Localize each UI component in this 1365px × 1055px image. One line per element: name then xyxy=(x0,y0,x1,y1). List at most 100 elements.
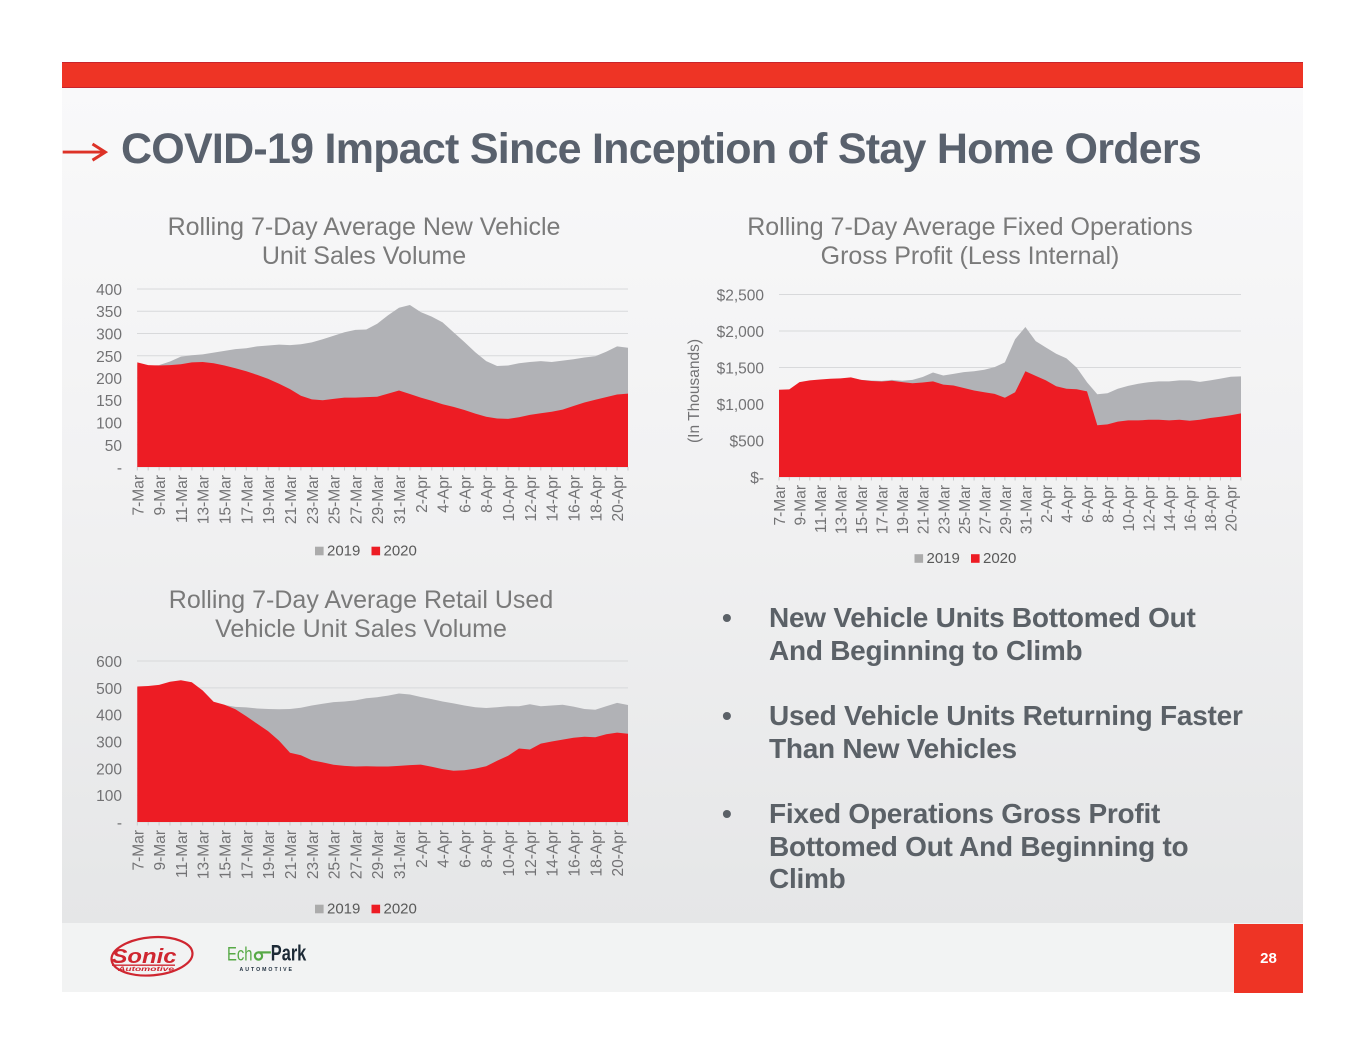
svg-text:-: - xyxy=(117,815,122,832)
svg-text:23-Mar: 23-Mar xyxy=(305,830,322,879)
svg-text:17-Mar: 17-Mar xyxy=(239,830,256,879)
svg-text:18-Apr: 18-Apr xyxy=(1203,485,1220,532)
svg-text:20-Apr: 20-Apr xyxy=(610,475,627,522)
svg-text:6-Apr: 6-Apr xyxy=(457,475,474,513)
svg-text:31-Mar: 31-Mar xyxy=(1018,485,1035,534)
svg-text:300: 300 xyxy=(96,327,122,344)
svg-text:19-Mar: 19-Mar xyxy=(261,475,278,524)
svg-text:13-Mar: 13-Mar xyxy=(196,830,213,879)
svg-text:19-Mar: 19-Mar xyxy=(261,830,278,879)
svg-text:10-Apr: 10-Apr xyxy=(501,830,518,877)
svg-text:8-Apr: 8-Apr xyxy=(479,830,496,868)
svg-text:Rolling 7-Day Average New Vehi: Rolling 7-Day Average New Vehicle xyxy=(168,213,561,241)
svg-text:300: 300 xyxy=(96,735,122,752)
svg-text:29-Mar: 29-Mar xyxy=(370,475,387,524)
svg-text:200: 200 xyxy=(96,371,122,388)
svg-text:21-Mar: 21-Mar xyxy=(283,475,300,524)
svg-text:250: 250 xyxy=(96,349,122,366)
svg-text:2-Apr: 2-Apr xyxy=(414,475,431,513)
svg-text:150: 150 xyxy=(96,393,122,410)
svg-text:17-Mar: 17-Mar xyxy=(239,475,256,524)
svg-text:2019: 2019 xyxy=(927,550,960,567)
svg-text:18-Apr: 18-Apr xyxy=(588,830,605,877)
svg-text:Sonic: Sonic xyxy=(112,946,177,968)
svg-text:Ech: Ech xyxy=(227,944,253,965)
svg-text:27-Mar: 27-Mar xyxy=(977,485,994,534)
svg-text:100: 100 xyxy=(96,788,122,805)
svg-text:400: 400 xyxy=(96,282,122,299)
svg-text:25-Mar: 25-Mar xyxy=(327,830,344,879)
svg-text:10-Apr: 10-Apr xyxy=(501,475,518,522)
svg-text:14-Apr: 14-Apr xyxy=(545,830,562,877)
svg-text:14-Apr: 14-Apr xyxy=(545,475,562,522)
svg-text:8-Apr: 8-Apr xyxy=(1101,485,1118,523)
svg-text:Automotive: Automotive xyxy=(116,966,175,973)
svg-text:$1,000: $1,000 xyxy=(717,397,765,414)
svg-text:$1,500: $1,500 xyxy=(717,361,765,378)
svg-text:$-: $- xyxy=(750,470,764,487)
svg-text:2-Apr: 2-Apr xyxy=(414,830,431,868)
svg-text:16-Apr: 16-Apr xyxy=(567,830,584,877)
svg-text:14-Apr: 14-Apr xyxy=(1162,485,1179,532)
svg-text:6-Apr: 6-Apr xyxy=(1080,485,1097,523)
svg-text:16-Apr: 16-Apr xyxy=(1183,485,1200,532)
svg-text:31-Mar: 31-Mar xyxy=(392,475,409,524)
svg-text:15-Mar: 15-Mar xyxy=(218,830,235,879)
svg-text:400: 400 xyxy=(96,708,122,725)
svg-text:12-Apr: 12-Apr xyxy=(523,475,540,522)
svg-text:-: - xyxy=(117,460,122,477)
svg-text:Park: Park xyxy=(271,940,307,965)
svg-text:12-Apr: 12-Apr xyxy=(1142,485,1159,532)
svg-text:23-Mar: 23-Mar xyxy=(936,485,953,534)
svg-text:13-Mar: 13-Mar xyxy=(196,475,213,524)
svg-text:2020: 2020 xyxy=(384,543,417,560)
svg-text:29-Mar: 29-Mar xyxy=(370,830,387,879)
svg-text:(In Thousands): (In Thousands) xyxy=(686,339,703,443)
svg-text:9-Mar: 9-Mar xyxy=(152,475,169,515)
svg-text:17-Mar: 17-Mar xyxy=(875,485,892,534)
svg-text:16-Apr: 16-Apr xyxy=(567,475,584,522)
svg-text:200: 200 xyxy=(96,761,122,778)
svg-text:2020: 2020 xyxy=(384,901,417,918)
svg-text:12-Apr: 12-Apr xyxy=(523,830,540,877)
svg-text:Rolling 7-Day Average Fixed Op: Rolling 7-Day Average Fixed Operations xyxy=(747,213,1193,241)
svg-text:Gross Profit (Less Internal): Gross Profit (Less Internal) xyxy=(821,242,1120,270)
svg-text:9-Mar: 9-Mar xyxy=(152,830,169,870)
svg-text:27-Mar: 27-Mar xyxy=(348,830,365,879)
svg-text:7-Mar: 7-Mar xyxy=(130,830,147,870)
svg-text:18-Apr: 18-Apr xyxy=(588,475,605,522)
svg-text:8-Apr: 8-Apr xyxy=(479,475,496,513)
svg-text:50: 50 xyxy=(105,438,123,455)
svg-text:15-Mar: 15-Mar xyxy=(854,485,871,534)
svg-text:600: 600 xyxy=(96,654,122,671)
svg-text:25-Mar: 25-Mar xyxy=(327,475,344,524)
svg-text:2019: 2019 xyxy=(327,543,360,560)
svg-text:13-Mar: 13-Mar xyxy=(834,485,851,534)
svg-text:11-Mar: 11-Mar xyxy=(813,485,830,533)
svg-text:9-Mar: 9-Mar xyxy=(793,485,810,525)
svg-text:AUTOMOTIVE: AUTOMOTIVE xyxy=(240,967,295,973)
svg-text:2-Apr: 2-Apr xyxy=(1039,485,1056,523)
svg-text:500: 500 xyxy=(96,681,122,698)
svg-text:100: 100 xyxy=(96,416,122,433)
svg-text:4-Apr: 4-Apr xyxy=(1060,485,1077,523)
svg-text:7-Mar: 7-Mar xyxy=(772,485,789,525)
svg-text:4-Apr: 4-Apr xyxy=(436,830,453,868)
svg-text:21-Mar: 21-Mar xyxy=(916,485,933,534)
svg-text:2019: 2019 xyxy=(327,901,360,918)
svg-text:23-Mar: 23-Mar xyxy=(305,475,322,524)
svg-text:350: 350 xyxy=(96,304,122,321)
svg-text:$2,000: $2,000 xyxy=(717,324,765,341)
svg-text:10-Apr: 10-Apr xyxy=(1121,485,1138,532)
svg-text:27-Mar: 27-Mar xyxy=(348,475,365,524)
svg-text:2020: 2020 xyxy=(983,550,1016,567)
svg-text:11-Mar: 11-Mar xyxy=(174,475,191,523)
svg-text:19-Mar: 19-Mar xyxy=(895,485,912,534)
svg-text:11-Mar: 11-Mar xyxy=(174,830,191,878)
svg-text:25-Mar: 25-Mar xyxy=(957,485,974,534)
svg-text:15-Mar: 15-Mar xyxy=(218,475,235,524)
svg-text:31-Mar: 31-Mar xyxy=(392,830,409,879)
svg-text:4-Apr: 4-Apr xyxy=(436,475,453,513)
svg-text:7-Mar: 7-Mar xyxy=(130,475,147,515)
svg-text:20-Apr: 20-Apr xyxy=(1224,485,1241,532)
